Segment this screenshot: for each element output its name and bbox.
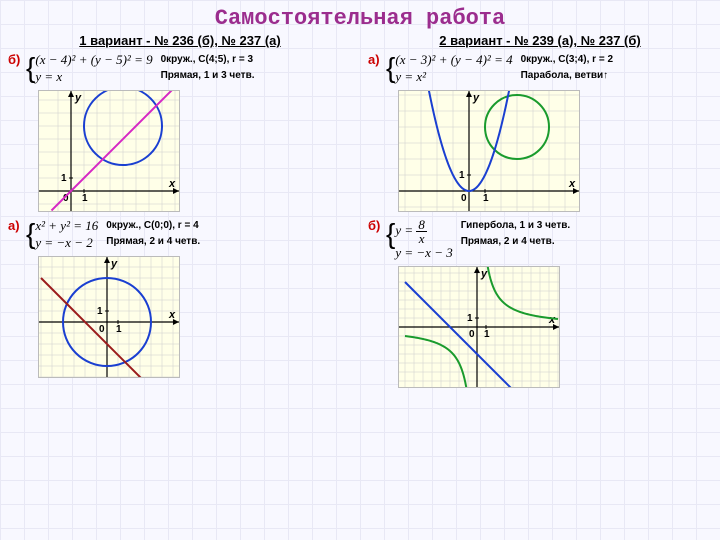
v1b-problem: б) { (x − 4)² + (y − 5)² = 9 y = x 0круж…	[8, 52, 352, 86]
svg-text:y: y	[110, 258, 118, 270]
v1a-desc1: 0круж., С(0;0), r = 4	[106, 218, 200, 234]
v1a-problem: а) { x² + y² = 16 y = −x − 2 0круж., С(0…	[8, 218, 352, 252]
column-variant1: б) { (x − 4)² + (y − 5)² = 9 y = x 0круж…	[0, 48, 360, 388]
svg-text:1: 1	[82, 193, 88, 204]
v1a-letter: а)	[8, 218, 26, 252]
v2b-letter: б)	[368, 218, 386, 262]
v1b-graph: 011xy	[38, 90, 180, 212]
variant-header: 1 вариант - № 236 (б), № 237 (а) 2 вариа…	[0, 33, 720, 48]
column-variant2: а) { (x − 3)² + (y − 4)² = 4 y = x² 0кру…	[360, 48, 720, 388]
v1a-eq1: x² + y² = 16	[35, 218, 98, 235]
v2b-desc1: Гипербола, 1 и 3 четв.	[461, 218, 570, 234]
v1b-eq2: y = x	[35, 69, 152, 86]
v1a-desc2: Прямая, 2 и 4 четв.	[106, 234, 200, 250]
v2a-desc: 0круж., С(3;4), r = 2 Парабола, ветви↑	[521, 52, 613, 86]
svg-text:1: 1	[61, 173, 67, 184]
svg-text:x: x	[168, 178, 176, 190]
v1a-desc: 0круж., С(0;0), r = 4 Прямая, 2 и 4 четв…	[106, 218, 200, 252]
svg-text:1: 1	[484, 329, 490, 340]
v1a-eq2: y = −x − 2	[35, 235, 98, 252]
v1b-eq1: (x − 4)² + (y − 5)² = 9	[35, 52, 152, 69]
svg-text:0: 0	[461, 193, 467, 204]
v1b-desc: 0круж., С(4;5), r = 3 Прямая, 1 и 3 четв…	[161, 52, 255, 86]
svg-text:x: x	[548, 314, 556, 326]
svg-text:1: 1	[483, 193, 489, 204]
svg-text:1: 1	[467, 313, 473, 324]
v2b-eq1: y = 8 x	[395, 218, 452, 245]
v1b-desc2: Прямая, 1 и 3 четв.	[161, 68, 255, 84]
v2b-desc: Гипербола, 1 и 3 четв. Прямая, 2 и 4 чет…	[461, 218, 570, 262]
v2b-eq2: y = −x − 3	[395, 245, 452, 262]
svg-text:x: x	[568, 178, 576, 190]
v1b-letter: б)	[8, 52, 26, 86]
v2a-desc2: Парабола, ветви↑	[521, 68, 613, 84]
v2a-letter: а)	[368, 52, 386, 86]
v1b-desc1: 0круж., С(4;5), r = 3	[161, 52, 255, 68]
v2a-equations: (x − 3)² + (y − 4)² = 4 y = x²	[395, 52, 512, 86]
v2b-desc2: Прямая, 2 и 4 четв.	[461, 234, 570, 250]
svg-text:1: 1	[116, 324, 122, 335]
v1a-graph: 011xy	[38, 256, 180, 378]
v1b-equations: (x − 4)² + (y − 5)² = 9 y = x	[35, 52, 152, 86]
page-title: Самостоятельная работа	[0, 0, 720, 31]
brace-icon: {	[386, 218, 395, 262]
svg-text:y: y	[74, 92, 82, 104]
svg-text:x: x	[168, 309, 176, 321]
v2a-eq1: (x − 3)² + (y − 4)² = 4	[395, 52, 512, 69]
v2b-problem: б) { y = 8 x y = −x − 3 Гипербола, 1 и 3…	[368, 218, 712, 262]
v2a-problem: а) { (x − 3)² + (y − 4)² = 4 y = x² 0кру…	[368, 52, 712, 86]
svg-text:0: 0	[99, 324, 105, 335]
brace-icon: {	[26, 218, 35, 252]
svg-text:y: y	[480, 268, 488, 280]
svg-text:1: 1	[459, 170, 465, 181]
v2a-desc1: 0круж., С(3;4), r = 2	[521, 52, 613, 68]
v2b-equations: y = 8 x y = −x − 3	[395, 218, 452, 262]
variant2-label: 2 вариант - № 239 (а), № 237 (б)	[439, 33, 640, 48]
brace-icon: {	[386, 52, 395, 86]
svg-text:0: 0	[469, 329, 475, 340]
v2a-eq2: y = x²	[395, 69, 512, 86]
v1a-equations: x² + y² = 16 y = −x − 2	[35, 218, 98, 252]
v2a-graph: 0 1 1 x y	[398, 90, 580, 212]
variant1-label: 1 вариант - № 236 (б), № 237 (а)	[79, 33, 280, 48]
svg-text:1: 1	[97, 306, 103, 317]
svg-text:y: y	[472, 92, 480, 104]
v2b-graph: 011xy	[398, 266, 560, 388]
brace-icon: {	[26, 52, 35, 86]
